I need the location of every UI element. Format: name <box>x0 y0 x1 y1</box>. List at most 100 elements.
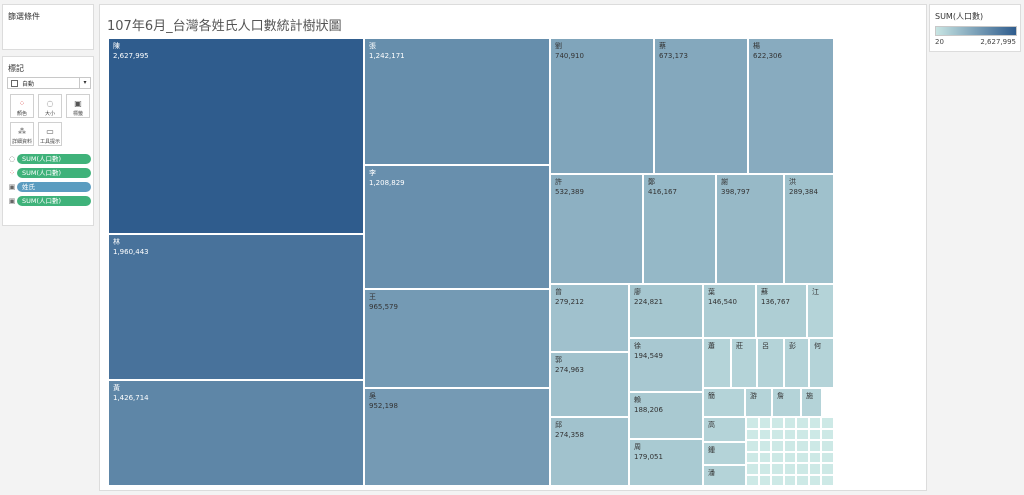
treemap-cell[interactable]: 曾 279,212 <box>550 284 629 352</box>
surname-pill[interactable]: 姓氏 <box>17 181 91 192</box>
treemap-cell[interactable]: 莊 <box>731 338 757 388</box>
treemap-cell[interactable]: 郭 274,963 <box>550 352 629 417</box>
color-button[interactable]: ⁘ 顏色 <box>10 94 34 118</box>
treemap-cell-small[interactable] <box>783 440 797 452</box>
treemap-cell[interactable]: 賴 188,206 <box>629 392 703 439</box>
treemap-cell[interactable]: 呂 <box>757 338 784 388</box>
treemap-cell[interactable]: 何 <box>809 338 834 388</box>
cell-surname: 郭 <box>555 356 562 364</box>
treemap-cell-small[interactable] <box>783 417 797 429</box>
treemap-cell-small[interactable] <box>783 428 797 440</box>
treemap-cell[interactable]: 高 <box>703 417 746 442</box>
treemap-cell[interactable]: 蔡 673,173 <box>654 38 748 174</box>
treemap-cell[interactable]: 邱 274,358 <box>550 417 629 486</box>
cell-value: 740,910 <box>555 52 584 60</box>
treemap-cell[interactable]: 李 1,208,829 <box>364 165 550 289</box>
treemap-cell[interactable]: 王 965,579 <box>364 289 550 388</box>
treemap-cell[interactable]: 蕭 <box>703 338 731 388</box>
treemap-cell-small[interactable] <box>771 417 784 429</box>
treemap-cell-small[interactable] <box>821 463 834 475</box>
treemap-cell-small[interactable] <box>796 428 809 440</box>
treemap-cell-small[interactable] <box>746 440 759 452</box>
cell-surname: 周 <box>634 443 641 451</box>
treemap-cell-small[interactable] <box>783 451 797 463</box>
mark-type-dropdown[interactable]: 自動 ▾ <box>7 77 91 89</box>
treemap-cell-small[interactable] <box>808 463 822 475</box>
treemap-cell-small[interactable] <box>821 440 834 452</box>
treemap-cell-small[interactable] <box>808 451 822 463</box>
marks-title: 標記 <box>8 64 24 73</box>
treemap-cell[interactable]: 周 179,051 <box>629 439 703 486</box>
treemap-cell-small[interactable] <box>783 463 797 475</box>
treemap-cell[interactable]: 詹 <box>772 388 801 417</box>
treemap-cell-small[interactable] <box>821 451 834 463</box>
size-button[interactable]: ◌ 大小 <box>38 94 62 118</box>
treemap-cell-small[interactable] <box>796 417 809 429</box>
treemap[interactable]: 陳 2,627,995 林 1,960,443 黃 1,426,714 張 1,242,171… <box>108 38 834 486</box>
treemap-cell[interactable]: 謝 398,797 <box>716 174 784 284</box>
treemap-cell[interactable]: 劉 740,910 <box>550 38 654 174</box>
treemap-cell-small[interactable] <box>771 463 784 475</box>
treemap-cell-small[interactable] <box>746 417 759 429</box>
color-pill[interactable]: SUM(人口數) <box>17 167 91 178</box>
cell-surname: 洪 <box>789 178 796 186</box>
cell-value: 532,389 <box>555 188 584 196</box>
treemap-cell[interactable]: 簡 <box>703 388 745 417</box>
cell-surname: 鄭 <box>648 178 655 186</box>
treemap-cell-small[interactable] <box>758 463 772 475</box>
size-pill[interactable]: SUM(人口數) <box>17 153 91 164</box>
treemap-cell-small[interactable] <box>796 451 809 463</box>
cell-surname: 施 <box>806 392 813 400</box>
treemap-cell-small[interactable] <box>771 474 784 486</box>
treemap-cell-small[interactable] <box>746 428 759 440</box>
treemap-cell[interactable]: 林 1,960,443 <box>108 234 364 380</box>
treemap-cell-small[interactable] <box>771 451 784 463</box>
treemap-cell-small[interactable] <box>746 451 759 463</box>
treemap-cell-small[interactable] <box>796 440 809 452</box>
label-sum-pill[interactable]: SUM(人口數) <box>17 195 91 206</box>
treemap-cell-small[interactable] <box>808 440 822 452</box>
label-button[interactable]: ▣ 標籤 <box>66 94 90 118</box>
treemap-cell[interactable]: 吳 952,198 <box>364 388 550 486</box>
treemap-cell[interactable]: 葉 146,540 <box>703 284 756 338</box>
treemap-cell-small[interactable] <box>758 451 772 463</box>
treemap-cell-small[interactable] <box>771 428 784 440</box>
treemap-cell-small[interactable] <box>771 440 784 452</box>
treemap-cell[interactable]: 徐 194,549 <box>629 338 703 392</box>
detail-button[interactable]: ⁂ 詳細資料 <box>10 122 34 146</box>
treemap-cell-small[interactable] <box>796 474 809 486</box>
treemap-cell[interactable]: 黃 1,426,714 <box>108 380 364 486</box>
treemap-cell-small[interactable] <box>758 474 772 486</box>
treemap-cell[interactable]: 彭 <box>784 338 809 388</box>
treemap-cell[interactable]: 潘 <box>703 465 746 486</box>
treemap-cell[interactable]: 鄭 416,167 <box>643 174 716 284</box>
treemap-cell[interactable]: 蘇 136,767 <box>756 284 807 338</box>
treemap-cell[interactable]: 洪 289,384 <box>784 174 834 284</box>
treemap-cell[interactable]: 陳 2,627,995 <box>108 38 364 234</box>
treemap-cell-small[interactable] <box>808 428 822 440</box>
treemap-cell-small[interactable] <box>758 417 772 429</box>
treemap-cell[interactable]: 游 <box>745 388 772 417</box>
treemap-cell[interactable]: 張 1,242,171 <box>364 38 550 165</box>
treemap-cell-small[interactable] <box>746 474 759 486</box>
treemap-cell[interactable]: 施 <box>801 388 822 417</box>
treemap-cell-small[interactable] <box>821 428 834 440</box>
tooltip-button[interactable]: ▭ 工具提示 <box>38 122 62 146</box>
treemap-cell[interactable]: 鍾 <box>703 442 746 465</box>
treemap-cell[interactable]: 許 532,389 <box>550 174 643 284</box>
legend-color-ramp[interactable] <box>935 26 1017 36</box>
treemap-cell-small[interactable] <box>758 440 772 452</box>
treemap-cell[interactable]: 廖 224,821 <box>629 284 703 338</box>
treemap-cell-small[interactable] <box>758 428 772 440</box>
treemap-cell-small[interactable] <box>746 463 759 475</box>
legend-min: 20 <box>935 38 944 46</box>
treemap-cell[interactable]: 楊 622,306 <box>748 38 834 174</box>
treemap-cell[interactable]: 江 <box>807 284 834 338</box>
treemap-cell-small[interactable] <box>783 474 797 486</box>
treemap-cell-small[interactable] <box>821 417 834 429</box>
treemap-cell-small[interactable] <box>808 474 822 486</box>
treemap-cell-small[interactable] <box>808 417 822 429</box>
chevron-down-icon[interactable]: ▾ <box>79 78 90 88</box>
treemap-cell-small[interactable] <box>821 474 834 486</box>
treemap-cell-small[interactable] <box>796 463 809 475</box>
